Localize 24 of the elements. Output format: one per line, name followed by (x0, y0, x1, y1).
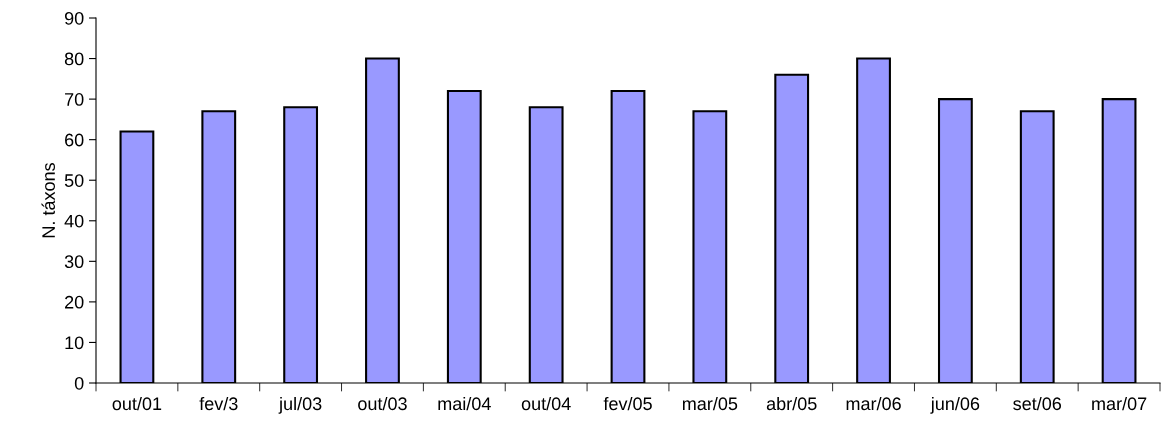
x-tick-label: abr/05 (766, 396, 817, 411)
y-tick-label: 40 (64, 214, 84, 228)
x-tick-label: mar/05 (682, 396, 738, 411)
x-tick-label: jul/03 (278, 396, 322, 414)
y-tick-label: 60 (65, 133, 84, 147)
x-tick-label: fev/05 (603, 396, 652, 411)
y-tick-label: 30 (64, 255, 84, 269)
y-tick-label: 50 (64, 174, 84, 187)
x-tick-label: fev/3 (199, 396, 238, 411)
y-axis-title: N. táxons (41, 163, 55, 238)
x-tick-label: mai/04 (438, 396, 491, 411)
y-tick-label: 20 (65, 295, 84, 309)
x-tick-label: out/04 (521, 396, 571, 411)
x-tick-label: out/03 (358, 396, 407, 411)
x-tick-label: out/01 (112, 396, 162, 411)
y-tick-label: 90 (64, 11, 84, 25)
x-tick-label: jun/06 (930, 396, 980, 414)
x-tick-label: set/06 (1013, 396, 1062, 411)
x-tick-label: mar/07 (1092, 396, 1147, 411)
y-tick-label: 70 (65, 93, 84, 106)
y-tick-label: 0 (74, 376, 84, 390)
y-tick-label: 10 (65, 336, 84, 350)
x-tick-label: mar/06 (846, 396, 901, 411)
y-tick-label: 80 (64, 52, 84, 66)
